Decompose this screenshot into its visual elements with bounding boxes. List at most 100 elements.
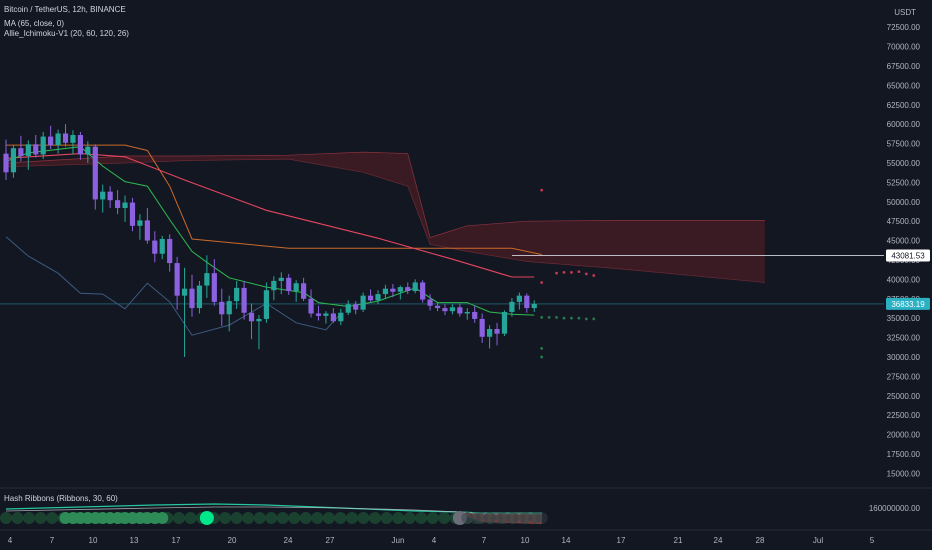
y-tick-label: 35000.00 <box>887 314 921 323</box>
projection-dot <box>555 315 558 319</box>
candle-body <box>501 311 508 334</box>
y-tick-label: 52500.00 <box>887 178 921 187</box>
x-tick-label: 20 <box>228 536 237 545</box>
x-tick-label: 24 <box>714 536 723 545</box>
last-price-tag: 36833.19 <box>886 297 930 310</box>
candle-body <box>25 144 31 156</box>
x-tick-label: 27 <box>326 536 335 545</box>
hash-scale-label: 160000000.00 <box>869 504 921 513</box>
x-tick-label: 10 <box>521 536 530 545</box>
candle-body <box>286 277 292 291</box>
candle-body <box>241 287 247 313</box>
candle-body <box>472 311 478 319</box>
candle-body <box>219 301 225 315</box>
x-tick-label: 4 <box>8 536 13 545</box>
projection-dot <box>540 315 544 319</box>
candle-body <box>18 148 24 156</box>
projection-dot <box>562 316 566 320</box>
candle-body <box>167 239 173 264</box>
hash-ribbons: 160000000.00 <box>0 503 921 525</box>
candle-body <box>144 220 150 241</box>
candle-body <box>464 311 470 314</box>
ribbon-circle <box>322 512 335 524</box>
candle-body <box>33 144 39 155</box>
candle-body <box>323 313 329 316</box>
y-tick-label: 72500.00 <box>887 23 921 32</box>
projection-dots <box>540 188 596 359</box>
candle-body <box>353 304 359 310</box>
y-tick-label: 30000.00 <box>887 353 921 362</box>
y-tick-label: 50000.00 <box>887 198 921 207</box>
candle-body <box>509 301 515 312</box>
candle-body <box>137 220 143 226</box>
candle-body <box>345 304 351 313</box>
candle-body <box>375 294 381 301</box>
candle-body <box>278 277 284 281</box>
candle-body <box>434 305 441 309</box>
candle-body <box>55 133 61 146</box>
x-tick-label: 13 <box>130 536 139 545</box>
candle-body <box>211 273 217 302</box>
x-tick-label: 17 <box>617 536 626 545</box>
ribbon-circle <box>415 512 428 524</box>
candle-body <box>234 287 240 302</box>
symbol-legend[interactable]: Bitcoin / TetherUS, 12h, BINANCE <box>4 5 126 14</box>
candle-body <box>412 282 418 291</box>
ribbon-circle <box>426 512 439 524</box>
candle-body <box>531 303 537 309</box>
ma-legend[interactable]: MA (65, close, 0) <box>4 19 65 28</box>
y-tick-label: 45000.00 <box>887 237 921 246</box>
candle-body <box>420 282 426 300</box>
ribbon-circle <box>34 512 47 524</box>
candle-body <box>427 299 433 306</box>
x-tick-label: 14 <box>562 536 571 545</box>
y-tick-label: 20000.00 <box>887 431 921 440</box>
ribbon-circle <box>265 512 278 524</box>
ribbon-circle <box>380 512 393 524</box>
y-tick-label: 22500.00 <box>887 411 921 420</box>
candle-body <box>390 288 396 292</box>
ribbon-circle <box>0 512 12 524</box>
y-tick-label: 67500.00 <box>887 62 921 71</box>
candle-body <box>159 239 165 254</box>
ichimoku-legend[interactable]: Allie_Ichimoku-V1 (20, 60, 120, 26) <box>4 29 129 38</box>
candle-body <box>271 280 277 291</box>
x-tick-label: 24 <box>284 536 293 545</box>
candle-body <box>70 135 76 143</box>
candle-body <box>10 148 17 173</box>
marked-level-tag-box <box>886 249 930 262</box>
x-axis: 4 7 10 13 17 20 24 27 Jun 4 7 10 14 17 21 24 28 Jul 5 <box>8 536 875 545</box>
ribbon-circle <box>345 512 358 524</box>
x-tick-label: 28 <box>756 536 765 545</box>
candle-body <box>62 133 69 143</box>
chikou-span-line <box>5 236 342 336</box>
projection-dot <box>584 272 588 276</box>
projection-dot <box>547 315 551 319</box>
cloud-area <box>6 152 765 283</box>
hash-ribbons-legend[interactable]: Hash Ribbons (Ribbons, 30, 60) <box>4 494 118 503</box>
y-tick-label: 27500.00 <box>887 372 921 381</box>
y-tick-label: 17500.00 <box>887 450 921 459</box>
candle-body <box>100 191 106 200</box>
candle-body <box>442 308 448 312</box>
ribbon-circle <box>392 512 405 524</box>
candle-body <box>367 295 374 301</box>
candle-body <box>263 290 269 319</box>
ribbon-circle <box>357 512 370 524</box>
ribbon-circle <box>242 512 255 524</box>
ribbon-circle <box>172 512 185 524</box>
candle-body <box>494 329 500 334</box>
y-tick-label: 32500.00 <box>887 334 921 343</box>
ribbon-circle <box>438 512 451 524</box>
ribbon-circle <box>23 512 36 524</box>
x-tick-label: Jul <box>813 536 823 545</box>
projection-dot <box>570 270 573 274</box>
y-tick-label: 40000.00 <box>887 275 921 284</box>
candle-body <box>293 283 299 291</box>
cloud-span-a <box>5 151 765 238</box>
y-tick-label: 25000.00 <box>887 392 921 401</box>
y-tick-label: 60000.00 <box>887 120 921 129</box>
ribbon-circle <box>334 512 347 524</box>
